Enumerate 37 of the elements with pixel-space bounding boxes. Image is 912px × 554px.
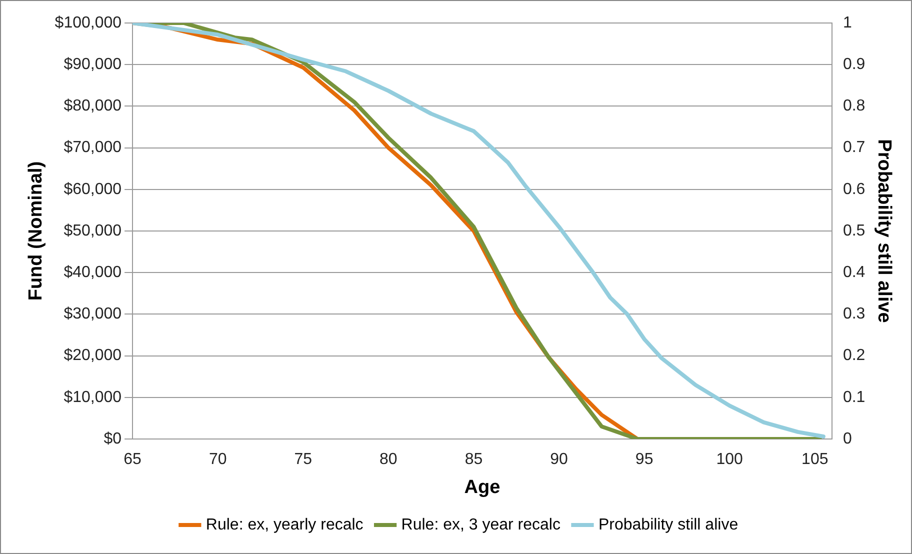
x-tick-label: 75 bbox=[294, 451, 312, 468]
legend-label: Rule: ex, 3 year recalc bbox=[401, 516, 560, 534]
y2-tick-label: 0.1 bbox=[842, 388, 866, 406]
y-tick-label: $40,000 bbox=[64, 264, 122, 282]
y-tick-label: $60,000 bbox=[64, 180, 122, 198]
x-tick-label: 105 bbox=[802, 451, 828, 468]
y-tick-label: $100,000 bbox=[54, 14, 122, 32]
legend-label: Probability still alive bbox=[598, 516, 738, 534]
x-tick-label: 80 bbox=[380, 451, 398, 468]
y2-tick-label: 0.3 bbox=[842, 306, 866, 323]
x-tick-label: 70 bbox=[208, 451, 227, 468]
y-tick-label: $20,000 bbox=[64, 347, 122, 364]
y-tick-label: $0 bbox=[104, 430, 122, 448]
x-tick-label: 95 bbox=[635, 451, 654, 468]
y-tick-label: $80,000 bbox=[64, 98, 122, 115]
y2-tick-label: 0 bbox=[842, 430, 852, 448]
y-tick-label: $90,000 bbox=[64, 56, 122, 74]
y-axis-title: Fund (Nominal) bbox=[26, 161, 47, 301]
x-tick-label: 85 bbox=[464, 451, 483, 468]
x-tick-label: 100 bbox=[716, 451, 744, 468]
y2-tick-label: 0.2 bbox=[842, 347, 866, 364]
x-tick-label: 90 bbox=[550, 451, 568, 468]
y2-tick-label: 0.4 bbox=[842, 264, 866, 282]
y2-tick-label: 0.7 bbox=[842, 139, 866, 156]
y-tick-label: $10,000 bbox=[64, 388, 122, 406]
y2-tick-label: 0.9 bbox=[842, 56, 866, 74]
legend-label: Rule: ex, yearly recalc bbox=[206, 516, 364, 534]
y2-tick-label: 0.6 bbox=[842, 180, 866, 198]
y-tick-label: $50,000 bbox=[64, 222, 122, 240]
y2-tick-label: 0.8 bbox=[842, 98, 866, 115]
y-tick-label: $70,000 bbox=[64, 139, 122, 156]
y2-tick-label: 0.5 bbox=[842, 222, 866, 240]
y2-tick-label: 1 bbox=[842, 14, 852, 32]
x-axis-title: Age bbox=[464, 476, 500, 498]
y-tick-label: $30,000 bbox=[64, 306, 122, 323]
y2-axis-title: Probability still alive bbox=[873, 139, 894, 323]
x-tick-label: 65 bbox=[124, 451, 142, 468]
